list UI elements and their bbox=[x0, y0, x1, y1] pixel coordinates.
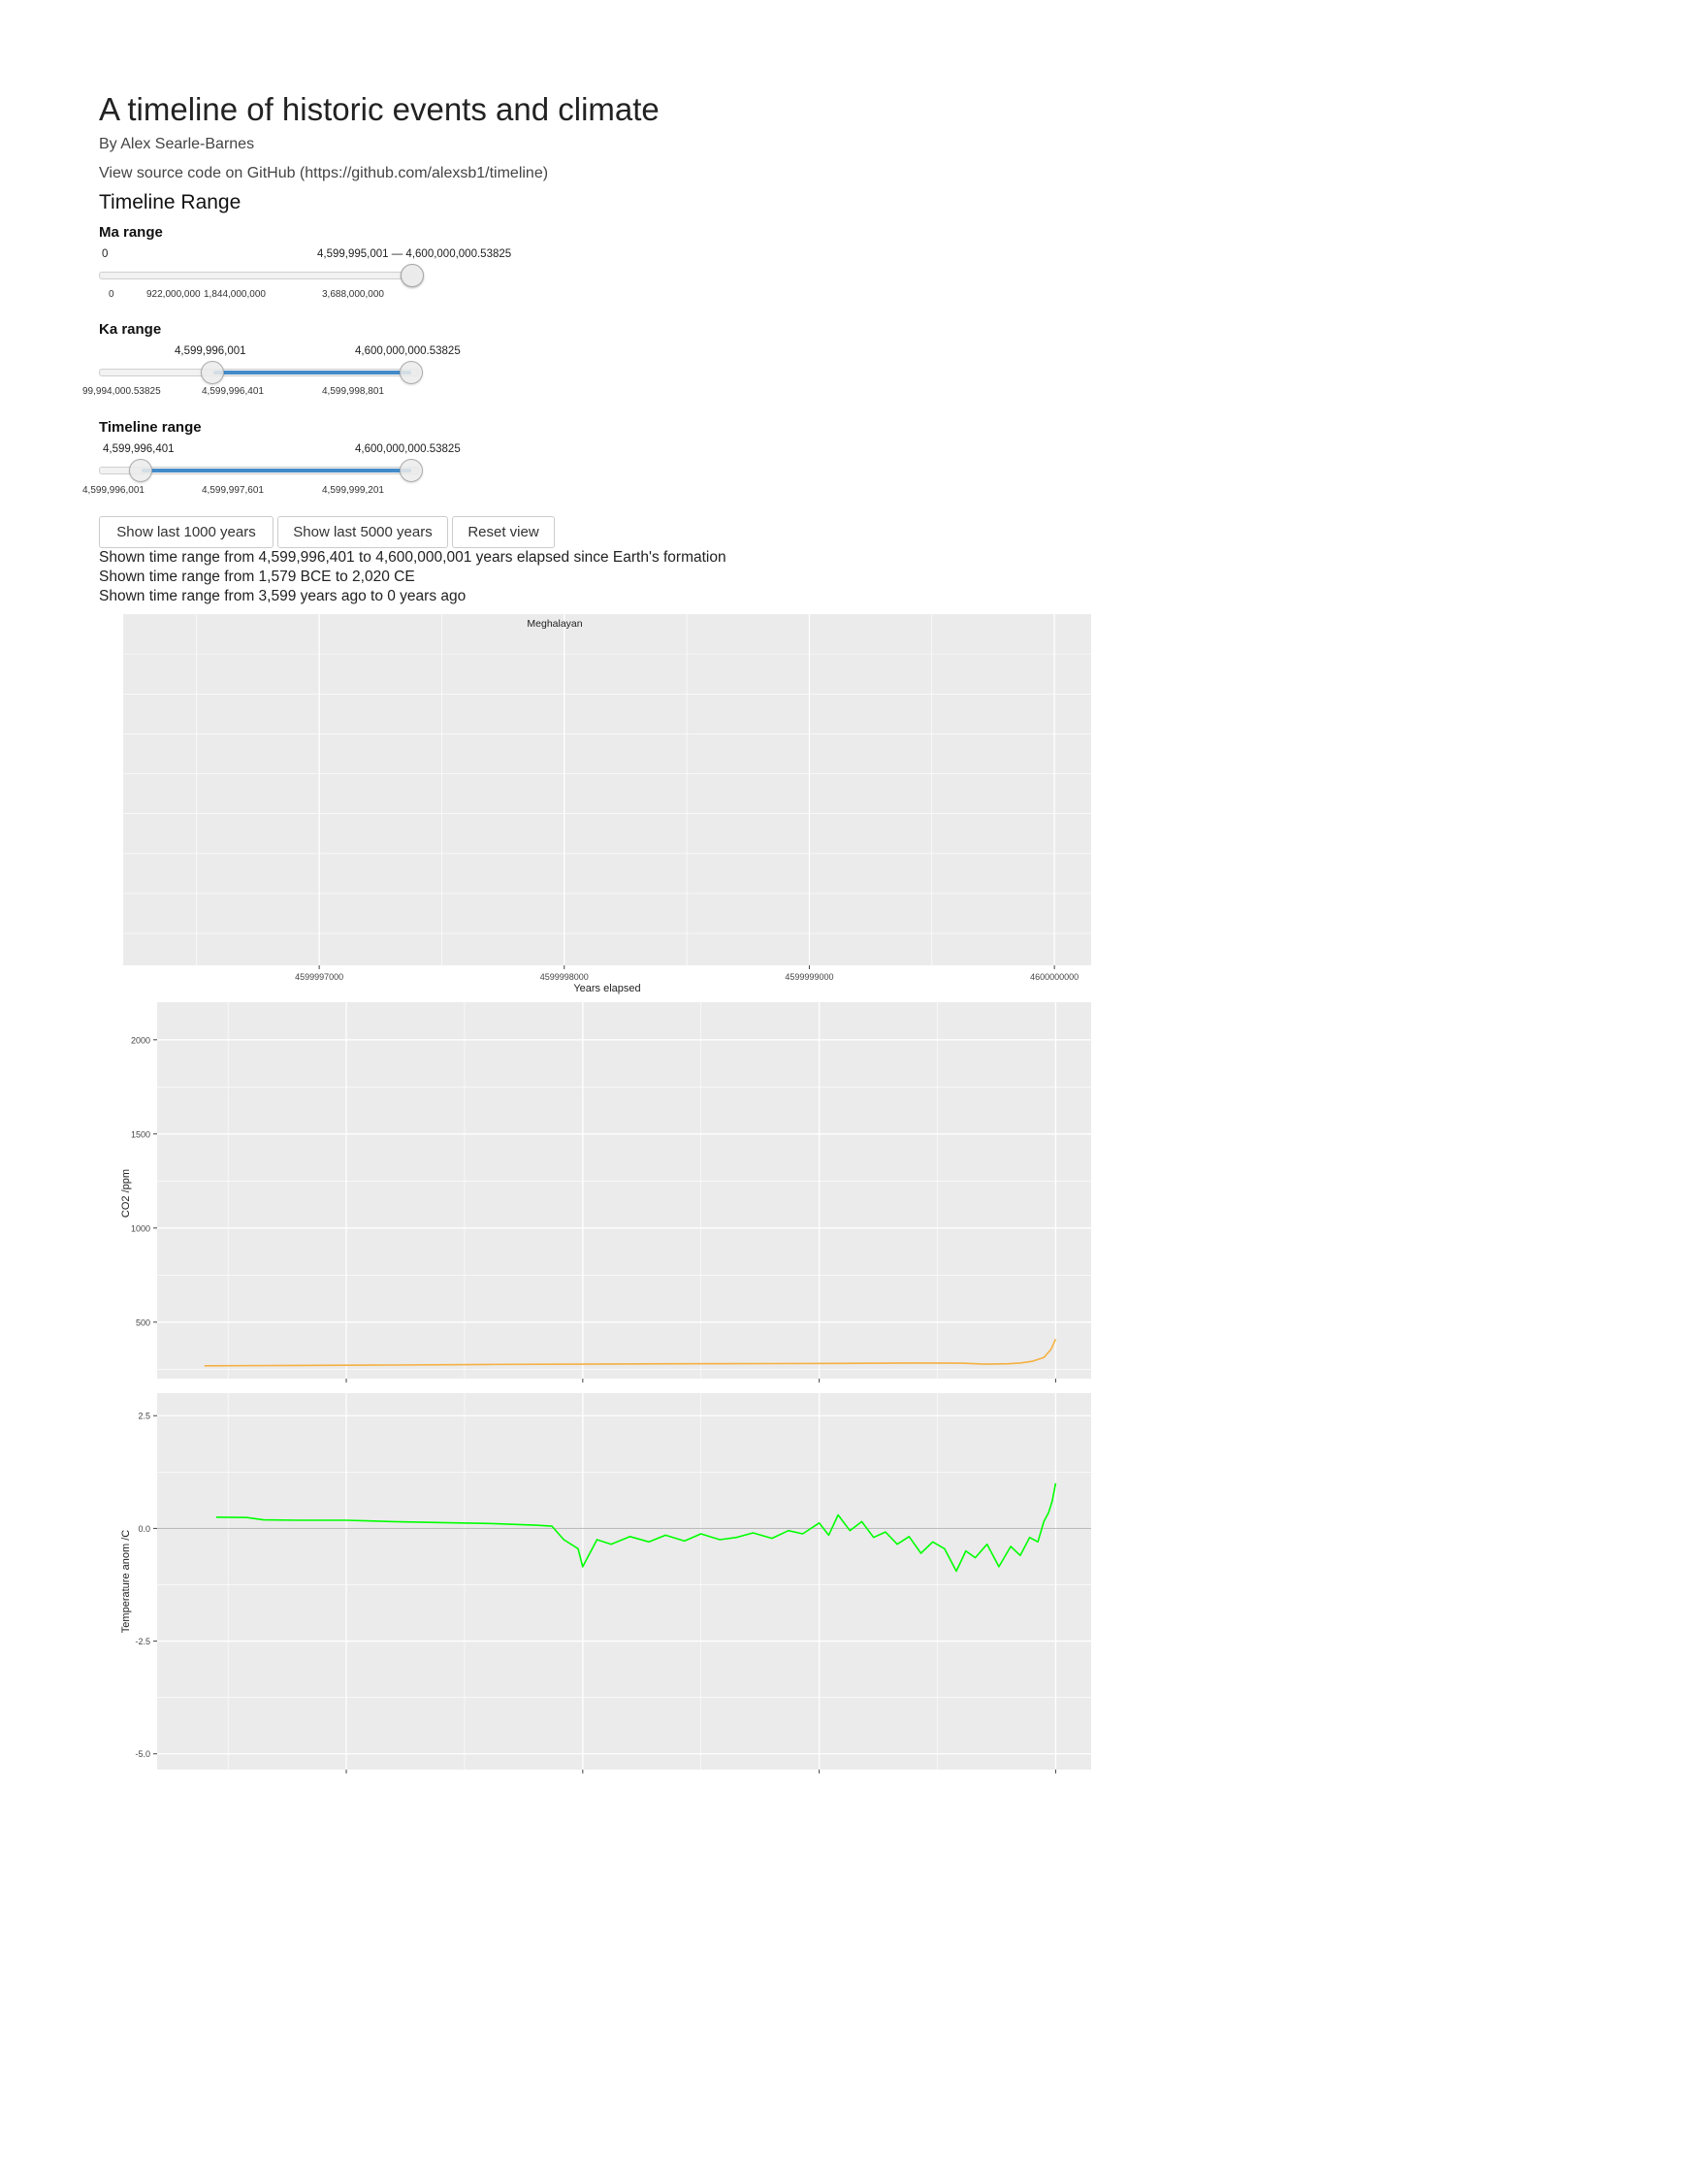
timeline-range-tick: 4,599,996,001 bbox=[82, 485, 145, 496]
ma-range-tick: 1,844,000,000 bbox=[204, 289, 266, 300]
x-tick-label: 4599999000 bbox=[785, 972, 833, 982]
timeline-range-heading: Timeline Range bbox=[99, 191, 242, 213]
ka-range-from-label: 4,599,996,001 bbox=[175, 345, 246, 357]
show-last-1000-years-button[interactable]: Show last 1000 years bbox=[99, 516, 274, 548]
x-tick-label: 4600000000 bbox=[1030, 972, 1079, 982]
temperature-series bbox=[215, 1482, 1057, 1573]
ma-range-label: Ma range bbox=[99, 224, 163, 241]
page-title: A timeline of historic events and climat… bbox=[99, 91, 660, 127]
timeline-x-ticks: 4599997000 4599998000 4599999000 4600000000 bbox=[295, 965, 1079, 982]
ma-range-tick: 0 bbox=[109, 289, 114, 300]
timeline-range-selection bbox=[142, 469, 411, 472]
temperature-y-axis-title: Temperature anom /C bbox=[120, 1530, 132, 1633]
timeline-range-tick: 4,599,999,201 bbox=[322, 485, 384, 496]
source-code-link[interactable]: View source code on GitHub (https://gith… bbox=[99, 165, 549, 181]
timeline-range-tick: 4,599,997,601 bbox=[202, 485, 264, 496]
x-axis-title: Years elapsed bbox=[573, 983, 640, 994]
status-calendar-range: Shown time range from 1,579 BCE to 2,020… bbox=[99, 569, 415, 585]
y-tick-label: 0.0 bbox=[138, 1524, 150, 1534]
y-tick-label: 2000 bbox=[131, 1035, 150, 1045]
temperature-grid bbox=[157, 1393, 1091, 1773]
y-tick-label: 500 bbox=[136, 1317, 150, 1327]
timeline-range-to-label: 4,600,000,000.53825 bbox=[355, 443, 461, 455]
show-last-5000-years-button[interactable]: Show last 5000 years bbox=[277, 516, 448, 548]
co2-chart: 500 1000 1500 2000 CO2 /ppm bbox=[120, 1002, 1091, 1382]
reset-view-button[interactable]: Reset view bbox=[452, 516, 555, 548]
ka-range-tick: 4,599,996,401 bbox=[202, 386, 264, 397]
series-line bbox=[204, 1338, 1057, 1367]
ma-range-track[interactable] bbox=[99, 272, 419, 279]
status-elapsed-range: Shown time range from 4,599,996,401 to 4… bbox=[99, 549, 726, 566]
co2-panel-background bbox=[157, 1002, 1091, 1379]
y-tick-label: 1500 bbox=[131, 1129, 150, 1139]
y-tick-label: -2.5 bbox=[135, 1637, 150, 1646]
y-tick-label: 1000 bbox=[131, 1223, 150, 1233]
co2-series bbox=[204, 1338, 1057, 1367]
timeline-range-handle-from[interactable] bbox=[129, 459, 152, 482]
author-line: By Alex Searle-Barnes bbox=[99, 136, 255, 152]
temperature-chart: 2.5 0.0 -2.5 -5.0 Temperature anom /C bbox=[120, 1393, 1091, 1773]
co2-grid bbox=[157, 1002, 1091, 1382]
ka-range-tick: 99,994,000.53825 bbox=[82, 386, 161, 397]
status-ago-range: Shown time range from 3,599 years ago to… bbox=[99, 588, 467, 604]
ka-range-to-label: 4,600,000,000.53825 bbox=[355, 345, 461, 357]
series-line bbox=[215, 1482, 1057, 1573]
ka-range-selection bbox=[213, 371, 411, 374]
timeline-grid bbox=[123, 614, 1091, 965]
timeline-range-from-label: 4,599,996,401 bbox=[103, 443, 175, 455]
ka-range-tick: 4,599,998,801 bbox=[322, 386, 384, 397]
ka-range-handle-from[interactable] bbox=[201, 361, 224, 384]
timeline-events-chart: 4599997000 4599998000 4599999000 4600000000… bbox=[123, 614, 1091, 994]
ka-range-handle-to[interactable] bbox=[400, 361, 423, 384]
temperature-panel-background bbox=[157, 1393, 1091, 1770]
y-tick-label: 2.5 bbox=[138, 1412, 150, 1421]
ma-range-handle-to[interactable] bbox=[401, 264, 424, 287]
x-tick-label: 4599997000 bbox=[295, 972, 343, 982]
ma-range-tick: 3,688,000,000 bbox=[322, 289, 384, 300]
ma-range-tick: 922,000,000 bbox=[146, 289, 201, 300]
timeline-range-label: Timeline range bbox=[99, 419, 202, 436]
y-tick-label: -5.0 bbox=[135, 1749, 150, 1759]
co2-y-ticks: 500 1000 1500 2000 bbox=[131, 1035, 157, 1327]
co2-y-axis-title: CO2 /ppm bbox=[120, 1169, 132, 1218]
timeline-panel-background bbox=[123, 614, 1091, 965]
x-tick-label: 4599998000 bbox=[540, 972, 589, 982]
epoch-label-meghalayan: Meghalayan bbox=[527, 618, 582, 630]
ma-range-value-label: 4,599,995,001 — 4,600,000,000.53825 bbox=[317, 248, 512, 260]
ka-range-label: Ka range bbox=[99, 321, 162, 338]
ma-range-min-label: 0 bbox=[102, 248, 109, 260]
temperature-y-ticks: 2.5 0.0 -2.5 -5.0 bbox=[135, 1412, 157, 1759]
timeline-range-handle-to[interactable] bbox=[400, 459, 423, 482]
